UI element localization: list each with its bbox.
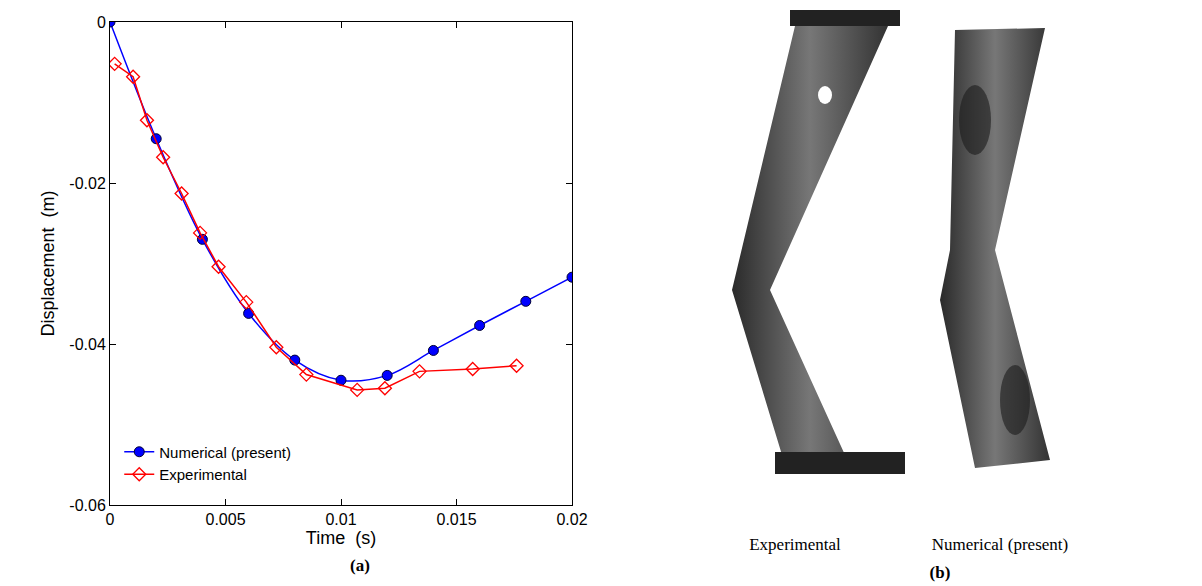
svg-text:0.02: 0.02 <box>556 511 587 528</box>
svg-text:0.005: 0.005 <box>205 511 245 528</box>
svg-text:0: 0 <box>106 511 115 528</box>
svg-text:-0.02: -0.02 <box>69 175 106 192</box>
svg-text:0: 0 <box>97 14 106 31</box>
svg-text:(b): (b) <box>930 563 951 582</box>
svg-text:Numerical (present): Numerical (present) <box>159 444 291 461</box>
svg-text:-0.04: -0.04 <box>69 336 106 353</box>
svg-text:Time (s): Time (s) <box>306 528 376 548</box>
svg-text:Experimental: Experimental <box>749 535 841 554</box>
svg-text:Displacement (m): Displacement (m) <box>38 190 58 336</box>
svg-text:0.015: 0.015 <box>436 511 476 528</box>
html-text:(a): (a) <box>350 556 370 575</box>
svg-text:Numerical (present): Numerical (present) <box>932 535 1068 554</box>
svg-text:0.01: 0.01 <box>325 511 356 528</box>
svg-text:-0.06: -0.06 <box>69 497 106 514</box>
svg-text:Experimental: Experimental <box>159 466 247 483</box>
